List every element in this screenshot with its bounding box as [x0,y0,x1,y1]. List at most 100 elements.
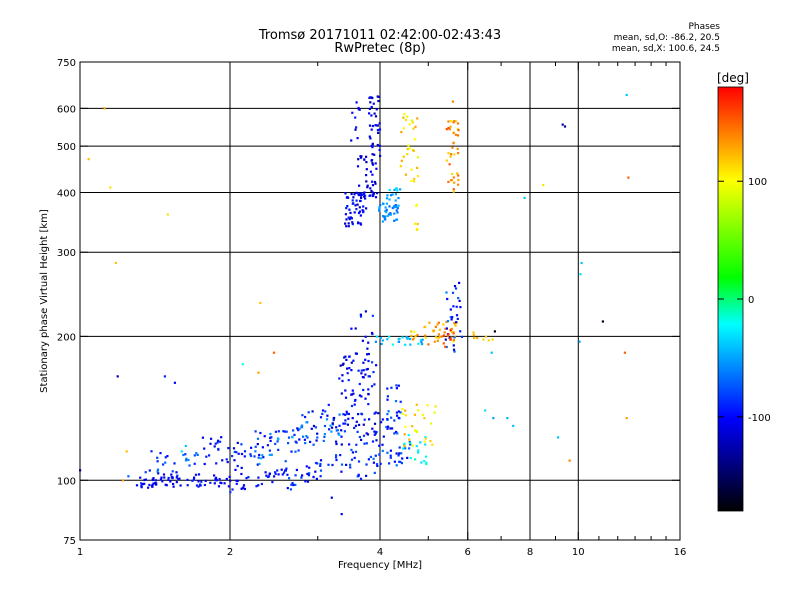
data-point [347,216,350,219]
data-point [155,483,158,486]
data-point [347,225,350,228]
data-point [349,211,352,214]
data-point [423,460,426,463]
data-point [378,207,381,210]
data-point [374,432,377,435]
data-point [257,484,260,487]
data-point [460,335,464,338]
data-point [185,457,188,460]
data-point [180,450,183,453]
data-point [451,316,454,319]
data-point [259,457,263,460]
data-point [384,218,387,221]
data-point [199,483,202,486]
data-point [408,123,411,126]
data-point [216,441,219,444]
data-point [412,180,416,183]
data-point [404,343,407,346]
data-point [308,466,311,469]
data-point [332,419,335,422]
data-point [350,361,353,364]
data-point [372,371,375,374]
data-point [625,93,628,97]
data-point [240,487,243,490]
data-point [450,318,453,321]
data-point [345,358,348,361]
data-point [287,442,290,445]
data-point [328,428,331,431]
data-point [365,174,368,177]
data-point [166,455,169,458]
data-point [457,174,460,177]
data-point [363,418,366,421]
data-point [389,213,392,216]
data-point [355,199,358,202]
data-point [455,305,458,308]
data-point [312,475,315,479]
data-point [451,291,455,294]
data-point [447,152,450,155]
data-point [445,159,448,162]
data-point [274,442,277,445]
data-point [417,409,420,412]
data-point [144,471,147,474]
data-point [277,430,280,433]
data-point [415,228,419,231]
data-point [404,414,407,417]
data-point [359,477,363,480]
data-point [424,443,427,446]
data-point [243,455,246,458]
data-point [143,482,146,485]
data-point [415,429,418,433]
data-point [457,183,460,186]
data-point [398,452,401,455]
data-point [153,482,156,485]
data-point [472,334,475,337]
data-point [344,222,347,225]
data-point [358,206,361,209]
data-point [375,439,378,442]
data-point [346,412,349,415]
data-point [304,442,307,445]
data-point [355,443,358,446]
data-point [381,443,384,446]
data-point [377,95,380,98]
data-point [371,124,374,128]
data-point [221,459,224,462]
data-point [456,134,460,137]
data-point [164,456,167,459]
data-point [370,105,373,109]
data-point [314,470,317,473]
data-point [411,444,414,447]
data-point [444,327,447,330]
data-point [177,478,180,481]
data-point [446,297,449,301]
data-point [340,392,343,395]
data-point [388,188,391,192]
data-point [416,334,419,337]
data-point [452,131,455,134]
data-point [388,335,391,338]
data-point [353,211,356,214]
data-point [482,338,485,341]
data-point [359,199,362,202]
data-point [283,471,286,474]
data-point [424,325,427,328]
data-point [245,477,248,480]
data-point [420,461,423,464]
data-point [378,206,381,209]
data-point [413,177,416,180]
data-point [375,124,378,127]
data-point [343,356,346,359]
data-point [410,330,413,333]
data-point [378,444,381,447]
data-point [365,432,368,435]
data-point [414,222,417,225]
data-point [381,339,384,342]
data-point [359,223,363,226]
data-point [399,400,402,403]
data-point [373,433,376,436]
data-point [421,343,424,346]
data-point [348,218,351,221]
data-point [213,445,216,448]
